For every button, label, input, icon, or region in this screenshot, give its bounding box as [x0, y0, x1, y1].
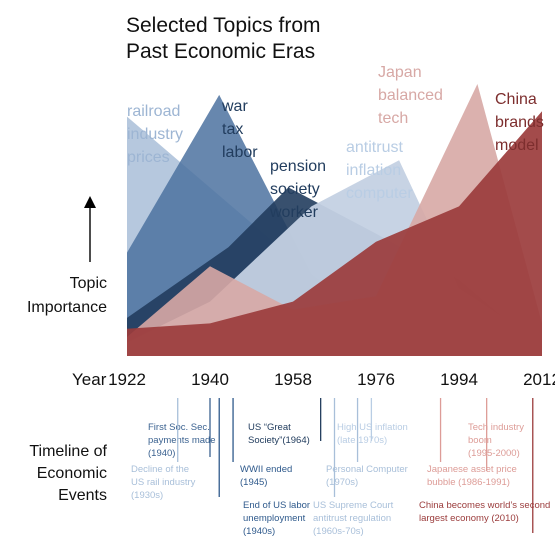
event-text: End of US labor	[243, 500, 310, 511]
event-text: (1970s)	[326, 477, 358, 488]
series-label-0: prices	[127, 149, 170, 166]
event-text: Personal Computer	[326, 464, 408, 475]
series-label-2: society	[270, 181, 320, 198]
series-label-1: tax	[222, 121, 243, 138]
series-label-5: China	[495, 91, 537, 108]
x-tick-label: 1994	[440, 370, 478, 389]
series-area-5	[127, 111, 542, 356]
series-label-1: labor	[222, 144, 258, 161]
arrow-head-icon	[84, 196, 96, 208]
event-text: (1940s)	[243, 526, 275, 537]
event-text: China becomes world’s second	[419, 500, 550, 511]
series-label-5: brands	[495, 114, 544, 131]
series-label-4: Japan	[378, 64, 422, 81]
series-label-0: industry	[127, 126, 183, 143]
series-label-0: railroad	[127, 103, 180, 120]
series-label-4: tech	[378, 110, 408, 127]
event-text: (1960s-70s)	[313, 526, 364, 537]
event-text: antitrust regulation	[313, 513, 391, 524]
timeline-label: Timeline of	[29, 443, 107, 460]
series-label-2: worker	[269, 204, 319, 221]
event-text: Decline of the	[131, 464, 189, 475]
event-text: Society”(1964)	[248, 435, 310, 446]
event-text: largest economy (2010)	[419, 513, 519, 524]
series-label-4: balanced	[378, 87, 443, 104]
y-axis-label: Importance	[27, 299, 107, 316]
series-label-3: computer	[346, 185, 413, 202]
series-label-3: inflation	[346, 162, 401, 179]
event-text: (1995-2000)	[468, 448, 520, 459]
x-tick-label: 1940	[191, 370, 229, 389]
chart-title: Selected Topics from	[126, 14, 321, 37]
x-tick-label: 1958	[274, 370, 312, 389]
event-text: WWII ended	[240, 464, 292, 475]
event-text: payments made	[148, 435, 216, 446]
event-text: bubble (1986-1991)	[427, 477, 510, 488]
event-text: US rail industry	[131, 477, 196, 488]
event-text: First Soc. Sec.	[148, 422, 210, 433]
event-text: US “Great	[248, 422, 291, 433]
event-text: (1940)	[148, 448, 175, 459]
event-text: unemployment	[243, 513, 306, 524]
event-text: Japanese asset price	[427, 464, 517, 475]
event-text: US Supreme Court	[313, 500, 394, 511]
x-tick-label: 2012	[523, 370, 555, 389]
series-label-5: model	[495, 137, 539, 154]
x-axis-label: Year	[72, 370, 107, 389]
series-label-3: antitrust	[346, 139, 403, 156]
event-text: High US inflation	[337, 422, 408, 433]
timeline-events: First Soc. Sec. payments made (1940) US “Gr…	[131, 398, 550, 537]
y-axis-label: Topic	[70, 275, 107, 292]
event-text: (1945)	[240, 477, 267, 488]
x-tick-label: 1922	[108, 370, 146, 389]
x-tick-label: 1976	[357, 370, 395, 389]
timeline-label: Events	[58, 487, 107, 504]
event-text: (1930s)	[131, 490, 163, 501]
series-label-1: war	[221, 98, 248, 115]
series-areas	[127, 84, 542, 357]
event-text: boom	[468, 435, 492, 446]
timeline-label: Economic	[37, 465, 107, 482]
event-text: (late 1970s)	[337, 435, 387, 446]
chart-title: Past Economic Eras	[126, 40, 315, 63]
series-label-2: pension	[270, 158, 326, 175]
event-text: Tech industry	[468, 422, 524, 433]
